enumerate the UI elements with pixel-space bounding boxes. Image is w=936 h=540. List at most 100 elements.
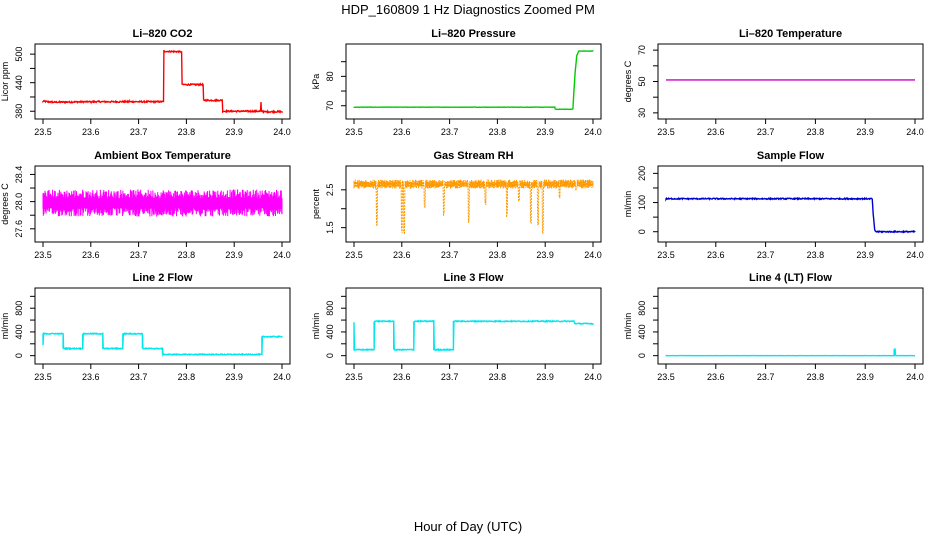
x-tick-label: 23.7 bbox=[757, 372, 775, 382]
series-line bbox=[353, 319, 594, 352]
panel-title: Line 4 (LT) Flow bbox=[749, 272, 832, 284]
y-tick-label: 0 bbox=[325, 353, 335, 358]
y-axis-label: kPa bbox=[311, 74, 321, 90]
x-tick-label: 23.6 bbox=[393, 127, 411, 137]
y-tick-label: 30 bbox=[637, 108, 647, 118]
y-tick-label: 500 bbox=[14, 47, 24, 62]
y-tick-label: 80 bbox=[325, 71, 335, 81]
x-tick-label: 24.0 bbox=[906, 250, 924, 260]
x-tick-label: 23.6 bbox=[707, 372, 725, 382]
y-tick-label: 800 bbox=[637, 301, 647, 316]
x-tick-label: 23.7 bbox=[757, 250, 775, 260]
panel-title: Li–820 CO2 bbox=[133, 28, 193, 40]
x-tick-label: 23.7 bbox=[130, 250, 148, 260]
panel-title: Li–820 Pressure bbox=[431, 28, 515, 40]
x-tick-label: 24.0 bbox=[584, 127, 602, 137]
x-tick-label: 24.0 bbox=[906, 127, 924, 137]
plot-frame bbox=[657, 165, 924, 243]
x-tick-label: 24.0 bbox=[584, 372, 602, 382]
y-axis-label: Licor ppm bbox=[0, 62, 10, 102]
panel-9: Line 4 (LT) Flow ml/min 23.5 23.6 23.7 23.8 23… bbox=[623, 272, 924, 382]
x-tick-label: 24.0 bbox=[273, 250, 291, 260]
y-tick-label: 400 bbox=[14, 324, 24, 339]
series-line bbox=[42, 49, 283, 114]
panel-3: Li–820 Temperature degrees C 23.5 23.6 23.7 2… bbox=[623, 28, 924, 137]
x-tick-label: 23.5 bbox=[345, 250, 363, 260]
plot-frame bbox=[34, 43, 291, 120]
x-tick-label: 23.9 bbox=[536, 127, 554, 137]
y-tick-label: 440 bbox=[14, 75, 24, 90]
panel-2: Li–820 Pressure kPa 23.5 23.6 23.7 23.8 23.9 24… bbox=[311, 28, 602, 137]
x-tick-label: 23.6 bbox=[393, 372, 411, 382]
y-tick-label: 200 bbox=[637, 166, 647, 181]
series-line bbox=[42, 331, 283, 358]
y-tick-label: 0 bbox=[637, 353, 647, 358]
y-tick-label: 28.0 bbox=[14, 193, 24, 211]
panel-5: Gas Stream RH percent 23.5 23.6 23.7 23.8 23.9… bbox=[311, 150, 602, 260]
x-tick-label: 24.0 bbox=[584, 250, 602, 260]
y-tick-label: 400 bbox=[637, 324, 647, 339]
x-tick-label: 23.9 bbox=[536, 250, 554, 260]
y-tick-label: 800 bbox=[14, 301, 24, 316]
x-tick-label: 23.5 bbox=[657, 250, 675, 260]
y-tick-label: 28.4 bbox=[14, 166, 24, 184]
x-tick-label: 23.5 bbox=[34, 372, 52, 382]
x-tick-label: 23.6 bbox=[393, 250, 411, 260]
x-tick-label: 23.6 bbox=[707, 250, 725, 260]
x-axis-label: Hour of Day (UTC) bbox=[413, 519, 523, 534]
x-tick-label: 24.0 bbox=[273, 372, 291, 382]
panel-title: Li–820 Temperature bbox=[739, 28, 842, 40]
panel-title: Ambient Box Temperature bbox=[94, 150, 231, 162]
x-tick-label: 23.8 bbox=[489, 250, 507, 260]
x-tick-label: 23.5 bbox=[345, 127, 363, 137]
series-line bbox=[665, 196, 916, 234]
x-tick-label: 23.8 bbox=[807, 127, 825, 137]
plot-frame bbox=[657, 43, 924, 120]
x-tick-label: 23.5 bbox=[345, 372, 363, 382]
x-tick-label: 23.9 bbox=[225, 250, 243, 260]
x-tick-label: 23.5 bbox=[657, 127, 675, 137]
y-tick-label: 2.5 bbox=[325, 184, 335, 197]
panel-1: Li–820 CO2 Licor ppm 23.5 23.6 23.7 23.8 23.9 2… bbox=[0, 28, 291, 137]
x-tick-label: 23.7 bbox=[757, 127, 775, 137]
y-axis-label: ml/min bbox=[623, 313, 633, 340]
plot-frame bbox=[345, 43, 602, 120]
x-tick-label: 23.9 bbox=[536, 372, 554, 382]
y-axis-label: ml/min bbox=[0, 313, 10, 340]
y-axis-label: ml/min bbox=[623, 191, 633, 218]
panel-title: Gas Stream RH bbox=[433, 150, 513, 162]
figure-title: HDP_160809 1 Hz Diagnostics Zoomed PM bbox=[341, 2, 595, 17]
series-line bbox=[665, 348, 915, 357]
plot-frame bbox=[657, 287, 924, 365]
x-tick-label: 23.8 bbox=[489, 127, 507, 137]
y-axis-label: percent bbox=[311, 188, 321, 219]
panel-8: Line 3 Flow ml/min 23.5 23.6 23.7 23.8 23.9 24.… bbox=[311, 272, 602, 382]
y-tick-label: 0 bbox=[14, 353, 24, 358]
y-tick-label: 27.6 bbox=[14, 220, 24, 238]
panel-title: Line 2 Flow bbox=[133, 272, 193, 284]
x-tick-label: 23.8 bbox=[178, 127, 196, 137]
panel-6: Sample Flow ml/min 23.5 23.6 23.7 23.8 23.9 24.… bbox=[623, 150, 924, 260]
x-tick-label: 23.6 bbox=[707, 127, 725, 137]
x-tick-label: 23.8 bbox=[178, 250, 196, 260]
plot-frame bbox=[345, 287, 602, 365]
y-tick-label: 100 bbox=[637, 195, 647, 210]
x-tick-label: 23.8 bbox=[807, 250, 825, 260]
x-tick-label: 23.9 bbox=[856, 250, 874, 260]
y-tick-label: 1.5 bbox=[325, 221, 335, 234]
y-axis-label: degrees C bbox=[623, 60, 633, 102]
x-tick-label: 23.7 bbox=[441, 372, 459, 382]
y-axis-label: ml/min bbox=[311, 313, 321, 340]
x-tick-label: 23.7 bbox=[130, 127, 148, 137]
x-tick-label: 23.6 bbox=[82, 127, 100, 137]
x-tick-label: 23.7 bbox=[441, 127, 459, 137]
x-tick-label: 23.7 bbox=[441, 250, 459, 260]
x-tick-label: 23.6 bbox=[82, 372, 100, 382]
panel-7: Line 2 Flow ml/min 23.5 23.6 23.7 23.8 23.9 24.… bbox=[0, 272, 291, 382]
x-tick-label: 23.8 bbox=[178, 372, 196, 382]
series-line bbox=[353, 50, 594, 111]
x-tick-label: 23.8 bbox=[807, 372, 825, 382]
y-tick-label: 800 bbox=[325, 301, 335, 316]
series-line bbox=[353, 179, 594, 235]
